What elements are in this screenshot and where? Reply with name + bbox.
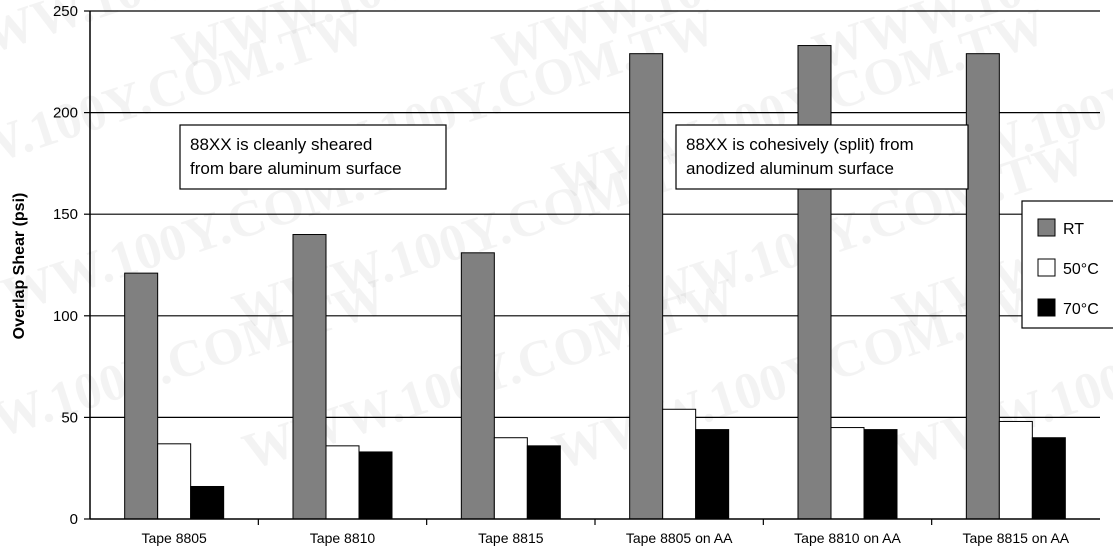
legend-swatch (1037, 258, 1056, 277)
y-tick-label: 150 (53, 206, 78, 223)
x-tick-label: Tape 8810 (310, 530, 376, 546)
y-tick-label: 0 (70, 511, 78, 528)
legend-swatch (1037, 218, 1056, 237)
bar-1-5 (998, 420, 1033, 520)
annotations: 88XX is cleanly sheared from bare aluminu… (179, 124, 969, 190)
bar-1-1 (325, 445, 360, 520)
legend-label: RT (1063, 221, 1084, 238)
y-tick-label: 100 (53, 308, 78, 325)
y-tick-label: 250 (53, 3, 78, 20)
legend-label: 50°C (1063, 261, 1099, 278)
bar-2-4 (863, 429, 898, 520)
bar-0-1 (292, 234, 327, 520)
legend-entry: 50°C (1037, 258, 1099, 278)
bar-2-0 (190, 485, 225, 520)
bar-2-2 (526, 445, 561, 520)
annotation-box: 88XX is cleanly sheared from bare aluminu… (179, 124, 447, 190)
legend-swatch (1037, 298, 1056, 317)
bar-1-4 (830, 427, 865, 520)
x-tick-label: Tape 8810 on AA (794, 530, 901, 546)
bar-2-3 (695, 429, 730, 520)
y-axis-label: Overlap Shear (psi) (11, 193, 28, 340)
bar-1-0 (157, 443, 192, 520)
annotation-box: 88XX is cohesively (split) from anodized … (675, 124, 969, 190)
bar-1-3 (662, 408, 697, 520)
annotation-line: 88XX is cohesively (split) from (686, 135, 914, 154)
bar-0-3 (629, 53, 664, 520)
bar-2-1 (358, 451, 393, 520)
bars (124, 45, 1066, 520)
x-tick-label: Tape 8815 (478, 530, 544, 546)
x-tick-label: Tape 8805 (141, 530, 207, 546)
y-tick-label: 50 (61, 409, 78, 426)
y-tick-label: 200 (53, 105, 78, 122)
legend-entry: RT (1037, 218, 1084, 238)
bar-0-4 (797, 45, 832, 520)
bar-0-2 (460, 252, 495, 520)
bar-1-2 (493, 437, 528, 520)
gridlines (90, 10, 1100, 418)
annotation-line: from bare aluminum surface (190, 159, 402, 178)
watermark: WWW.100Y.COM.TWWWW.100Y.COM.TWWWW.100Y.C… (0, 0, 1113, 481)
legend-entry: 70°C (1037, 298, 1099, 318)
annotation-line: 88XX is cleanly sheared (190, 135, 372, 154)
axes: 0 50 100 150 200 250 Tape 8805 Tape 8810 Tape 88… (53, 3, 1100, 546)
bar-0-0 (124, 272, 159, 520)
annotation-line: anodized aluminum surface (686, 159, 894, 178)
x-tick-label: Tape 8815 on AA (963, 530, 1070, 546)
x-tick-label: Tape 8805 on AA (626, 530, 733, 546)
legend: RT 50°C 70°C (1021, 200, 1113, 329)
bar-2-5 (1031, 437, 1066, 520)
bar-0-5 (965, 53, 1000, 520)
legend-frame (1021, 200, 1113, 329)
legend-label: 70°C (1063, 301, 1099, 318)
